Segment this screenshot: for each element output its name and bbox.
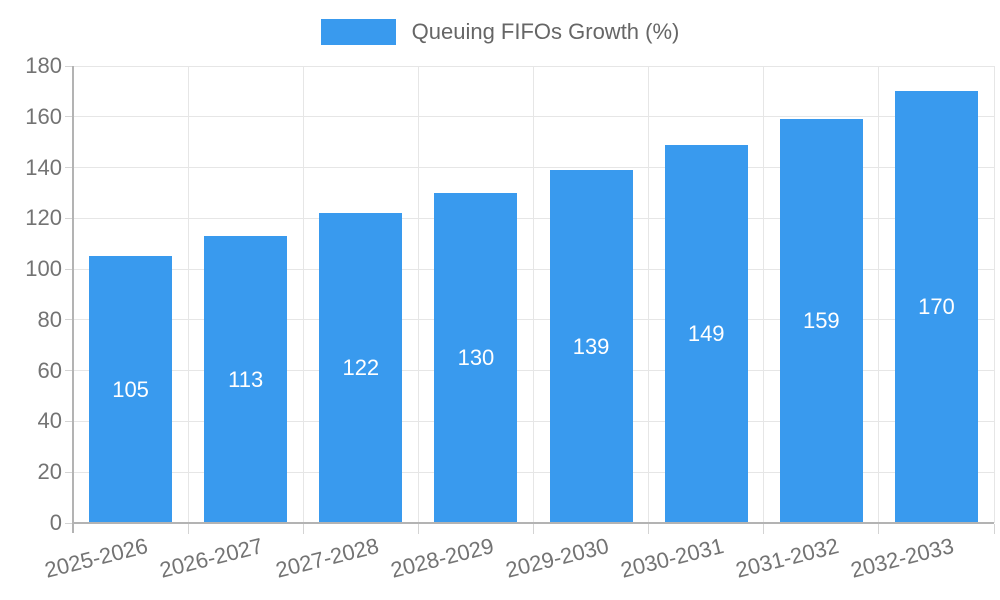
x-axis-tick <box>763 524 765 534</box>
y-axis-tick <box>65 268 73 270</box>
x-tick-label: 2027-2028 <box>272 533 381 583</box>
x-tick-label: 2026-2027 <box>157 533 266 583</box>
x-axis-tick <box>187 524 189 534</box>
y-axis-line <box>72 66 74 533</box>
x-axis-tick <box>302 524 304 534</box>
bar-2025-2026[interactable]: 105 <box>89 256 173 523</box>
plot-area: 105 113 122 130 139 149 159 170 2025-2026 2026-2… <box>42 65 995 583</box>
y-axis-tick <box>65 167 73 169</box>
gridline-vertical <box>993 66 995 523</box>
y-axis-tick <box>65 370 73 372</box>
x-tick-label: 2025-2026 <box>42 533 151 583</box>
bar-2029-2030[interactable]: 139 <box>549 170 633 523</box>
y-tick-label: 140 <box>25 154 62 180</box>
gridline-vertical <box>302 66 304 523</box>
bar-2028-2029[interactable]: 130 <box>434 192 518 523</box>
y-tick-label: 160 <box>25 103 62 129</box>
y-tick-label: 180 <box>25 53 62 78</box>
legend-item[interactable]: Queuing FIFOs Growth (%) <box>320 19 680 45</box>
y-tick-label: 120 <box>25 205 62 231</box>
y-axis-tick <box>65 319 73 321</box>
gridline-vertical <box>648 66 650 523</box>
gridline-vertical <box>533 66 534 523</box>
legend-label: Queuing FIFOs Growth (%) <box>411 19 680 44</box>
bar-value-label: 105 <box>112 376 149 402</box>
gridline-vertical <box>187 66 189 523</box>
y-tick-label: 40 <box>37 408 62 434</box>
bar-value-label: 113 <box>228 366 264 392</box>
y-axis-tick <box>65 65 73 67</box>
gridline-vertical <box>763 66 765 523</box>
y-tick-label: 100 <box>25 256 62 282</box>
x-axis-tick <box>417 524 419 534</box>
bar-2026-2027[interactable]: 113 <box>204 236 288 523</box>
y-axis-tick <box>65 522 73 524</box>
x-tick-label: 2028-2029 <box>387 533 496 583</box>
bar-value-label: 149 <box>687 320 725 346</box>
chart-legend: Queuing FIFOs Growth (%) <box>0 19 1000 45</box>
bar-value-label: 130 <box>457 344 495 370</box>
bar-value-label: 170 <box>918 294 955 320</box>
x-tick-label: 2030-2031 <box>618 533 727 583</box>
x-axis-line <box>73 522 994 524</box>
gridline-vertical <box>417 66 419 523</box>
x-tick-label: 2032-2033 <box>848 533 957 583</box>
x-axis-tick <box>533 524 534 534</box>
bar-value-label: 139 <box>572 333 610 359</box>
y-axis-tick <box>65 217 73 219</box>
legend-swatch-icon <box>320 19 396 45</box>
y-tick-label: 20 <box>37 459 62 485</box>
bar-value-label: 159 <box>802 308 840 334</box>
bar-2027-2028[interactable]: 122 <box>319 213 403 523</box>
y-axis-tick <box>65 420 73 422</box>
x-tick-label: 2029-2030 <box>502 533 612 583</box>
y-axis-tick <box>65 471 73 473</box>
x-axis-tick <box>648 524 650 534</box>
x-axis-tick <box>878 524 880 534</box>
gridline-vertical <box>878 66 880 523</box>
y-tick-label: 0 <box>49 510 62 535</box>
y-axis-tick <box>65 116 73 118</box>
x-tick-label: 2031-2032 <box>733 533 842 583</box>
x-axis-tick <box>993 524 995 534</box>
bar-2031-2032[interactable]: 159 <box>779 119 863 523</box>
bar-2032-2033[interactable]: 170 <box>894 91 978 523</box>
bar-value-label: 122 <box>342 355 380 381</box>
bar-2030-2031[interactable]: 149 <box>664 144 748 523</box>
y-tick-label: 80 <box>37 306 62 332</box>
y-tick-label: 60 <box>37 357 62 383</box>
